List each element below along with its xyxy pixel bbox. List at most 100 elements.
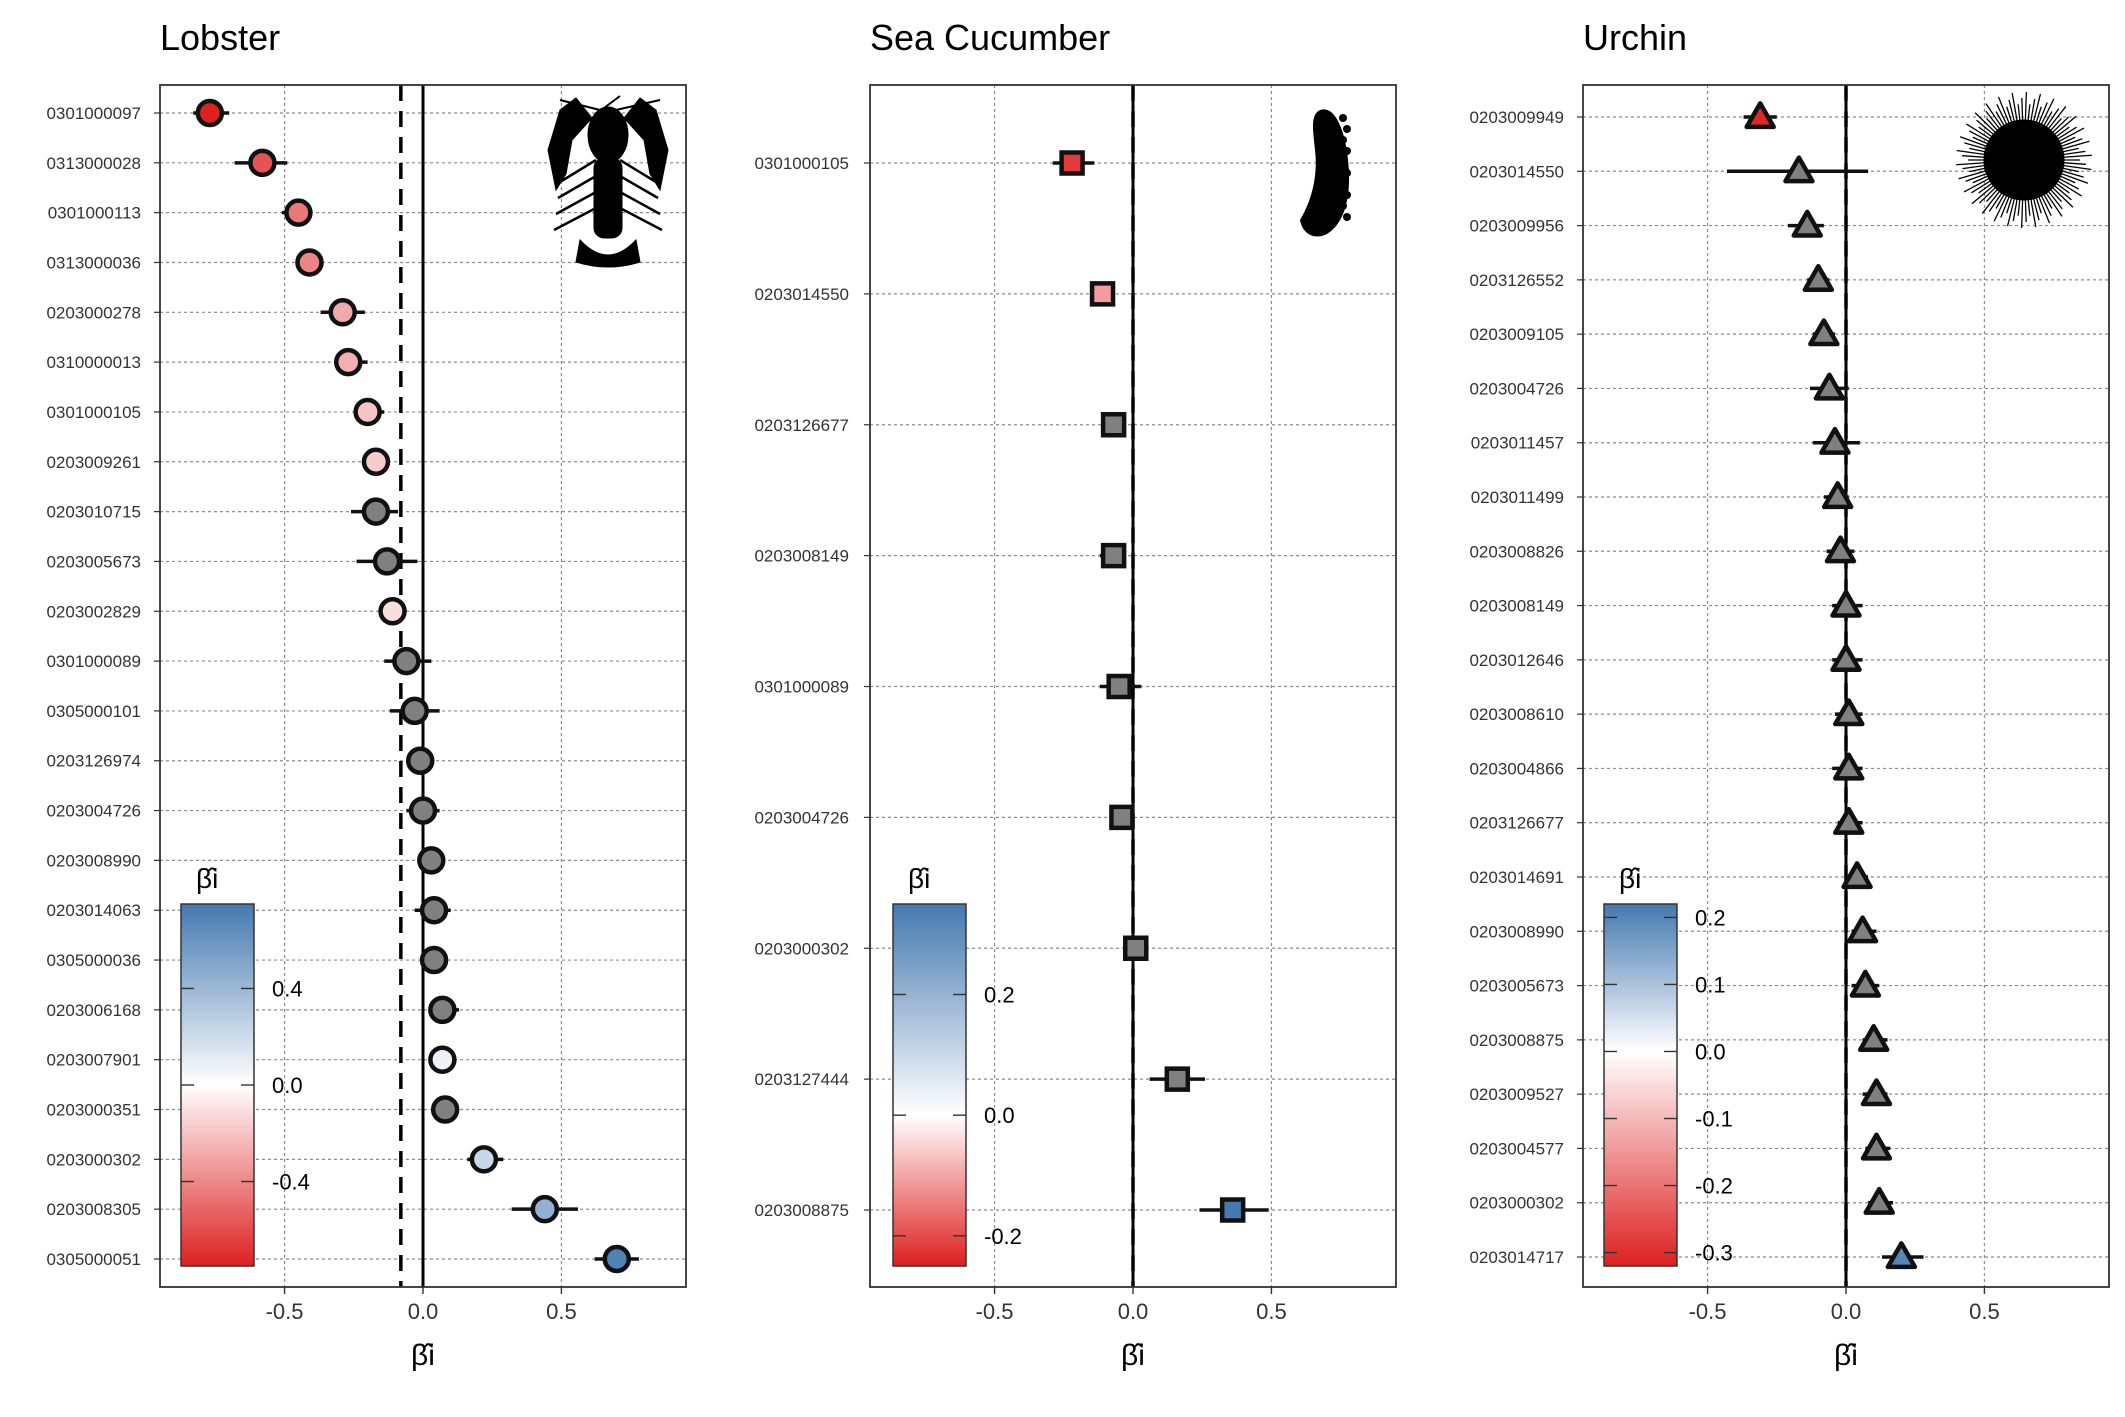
urchin-silhouette-icon bbox=[1956, 92, 2092, 228]
data-point bbox=[1744, 101, 1776, 130]
data-point bbox=[530, 1194, 560, 1224]
x-axis-label: β̂i bbox=[411, 1339, 435, 1372]
y-tick-label: 0203000302 bbox=[46, 1150, 141, 1169]
data-point bbox=[1860, 1078, 1893, 1107]
data-point bbox=[328, 298, 357, 327]
data-point bbox=[1089, 281, 1116, 307]
data-point bbox=[1109, 804, 1135, 831]
y-tick-label: 0203126677 bbox=[1469, 814, 1564, 833]
colorbar bbox=[892, 903, 967, 1267]
data-point bbox=[295, 248, 324, 277]
legend-title: β̂i bbox=[908, 863, 930, 894]
colorbar-tick-label: -0.1 bbox=[1695, 1107, 1733, 1132]
data-point bbox=[1100, 412, 1127, 438]
x-tick-label: -0.5 bbox=[1689, 1299, 1727, 1324]
y-tick-label: 0203127444 bbox=[754, 1070, 849, 1089]
x-tick-label: 0.0 bbox=[1118, 1299, 1149, 1324]
data-point bbox=[1824, 535, 1857, 564]
colorbar bbox=[1603, 903, 1678, 1267]
y-tick-label: 0203008305 bbox=[46, 1200, 141, 1219]
data-point bbox=[419, 945, 449, 975]
y-tick-label: 0203000351 bbox=[46, 1101, 141, 1120]
y-tick-label: 0203004726 bbox=[46, 802, 141, 821]
data-point bbox=[1219, 1197, 1246, 1223]
panel-title: Lobster bbox=[160, 17, 280, 58]
data-point bbox=[408, 796, 438, 825]
y-tick-label: 0203012646 bbox=[1469, 651, 1564, 670]
y-tick-label: 0203014691 bbox=[1469, 868, 1564, 887]
x-tick-label: -0.5 bbox=[976, 1299, 1014, 1324]
panel-title: Sea Cucumber bbox=[870, 17, 1110, 58]
y-tick-label: 0203008149 bbox=[1469, 597, 1564, 616]
data-point bbox=[1857, 1023, 1890, 1053]
y-tick-label: 0203014717 bbox=[1469, 1248, 1564, 1267]
y-tick-label: 0203014550 bbox=[1469, 162, 1564, 181]
y-tick-label: 0203000302 bbox=[1469, 1194, 1564, 1213]
panel-urchin: Urchin 0203009949 0203014550 0203009956 0203… bbox=[1469, 17, 2110, 1372]
y-tick-label: 0203008875 bbox=[1469, 1031, 1564, 1050]
y-tick-label: 0301000089 bbox=[754, 678, 849, 697]
data-point bbox=[361, 497, 391, 526]
data-point bbox=[248, 148, 277, 178]
panel-sea-cucumber: Sea Cucumber 0301000105 0203014550 02031266… bbox=[754, 17, 1397, 1372]
y-tick-label: 0313000028 bbox=[46, 154, 141, 173]
legend-title: β̂i bbox=[196, 863, 218, 894]
y-tick-label: 0203007901 bbox=[46, 1051, 141, 1070]
data-point bbox=[1164, 1066, 1191, 1092]
data-point bbox=[1123, 935, 1149, 961]
y-tick-label: 0203004726 bbox=[754, 808, 849, 827]
y-tick-label: 0203009949 bbox=[1469, 108, 1564, 127]
colorbar-tick-label: 0.4 bbox=[272, 976, 303, 1001]
data-point bbox=[1821, 481, 1854, 510]
data-point bbox=[417, 846, 446, 875]
data-point bbox=[378, 597, 407, 626]
data-point bbox=[405, 746, 435, 775]
x-tick-label: 0.5 bbox=[1969, 1299, 2000, 1324]
colorbar-legend: β̂i -0.3 -0.2 -0.1 0.0 0.1 0.2 bbox=[1603, 863, 1733, 1267]
colorbar-tick-label: 0.0 bbox=[984, 1103, 1015, 1128]
y-tick-label: 0301000105 bbox=[754, 154, 849, 173]
y-tick-label: 0203005673 bbox=[46, 552, 141, 571]
y-tick-label: 0305000051 bbox=[46, 1250, 141, 1269]
y-tick-label: 0203008149 bbox=[754, 547, 849, 566]
colorbar-legend: β̂i -0.4 0.0 0.4 bbox=[180, 863, 310, 1267]
y-tick-label: 0310000013 bbox=[46, 353, 141, 372]
data-point bbox=[195, 98, 225, 128]
data-point bbox=[419, 895, 449, 925]
panel-title: Urchin bbox=[1583, 17, 1687, 58]
data-point bbox=[1841, 861, 1873, 890]
data-point bbox=[1849, 969, 1882, 998]
x-tick-label: 0.0 bbox=[1831, 1299, 1862, 1324]
legend-title: β̂i bbox=[1619, 863, 1641, 894]
sea-cucumber-silhouette-icon bbox=[1300, 109, 1351, 237]
y-tick-label: 0305000036 bbox=[46, 951, 141, 970]
data-point bbox=[1846, 915, 1879, 944]
y-tick-label: 0203009105 bbox=[1469, 325, 1564, 344]
y-tick-label: 0203002829 bbox=[46, 602, 141, 621]
y-tick-label: 0313000036 bbox=[46, 253, 141, 272]
colorbar-tick-label: -0.4 bbox=[272, 1170, 310, 1195]
colorbar-tick-label: -0.2 bbox=[1695, 1174, 1733, 1199]
y-tick-label: 0203005673 bbox=[1469, 977, 1564, 996]
x-axis-label: β̂i bbox=[1834, 1339, 1858, 1372]
y-tick-label: 0203126974 bbox=[46, 752, 141, 771]
y-tick-label: 0203008875 bbox=[754, 1201, 849, 1220]
y-tick-label: 0203008990 bbox=[1469, 922, 1564, 941]
x-tick-label: -0.5 bbox=[266, 1299, 304, 1324]
y-tick-label: 0203004866 bbox=[1469, 759, 1564, 778]
colorbar-legend: β̂i -0.2 0.0 0.2 bbox=[892, 863, 1022, 1267]
data-point bbox=[428, 1045, 457, 1074]
data-point bbox=[1791, 209, 1823, 238]
y-tick-label: 0203004726 bbox=[1469, 379, 1564, 398]
y-tick-label: 0203008610 bbox=[1469, 705, 1564, 724]
data-point bbox=[1885, 1241, 1918, 1270]
colorbar-tick-label: -0.2 bbox=[984, 1224, 1022, 1249]
data-point bbox=[1100, 542, 1127, 569]
x-axis-label: β̂i bbox=[1121, 1339, 1145, 1372]
y-tick-label: 0301000097 bbox=[46, 104, 141, 123]
data-point bbox=[1106, 673, 1132, 700]
data-point bbox=[392, 646, 421, 676]
data-point bbox=[1860, 1132, 1893, 1161]
y-tick-label: 0203126677 bbox=[754, 416, 849, 435]
data-point bbox=[430, 1095, 460, 1124]
